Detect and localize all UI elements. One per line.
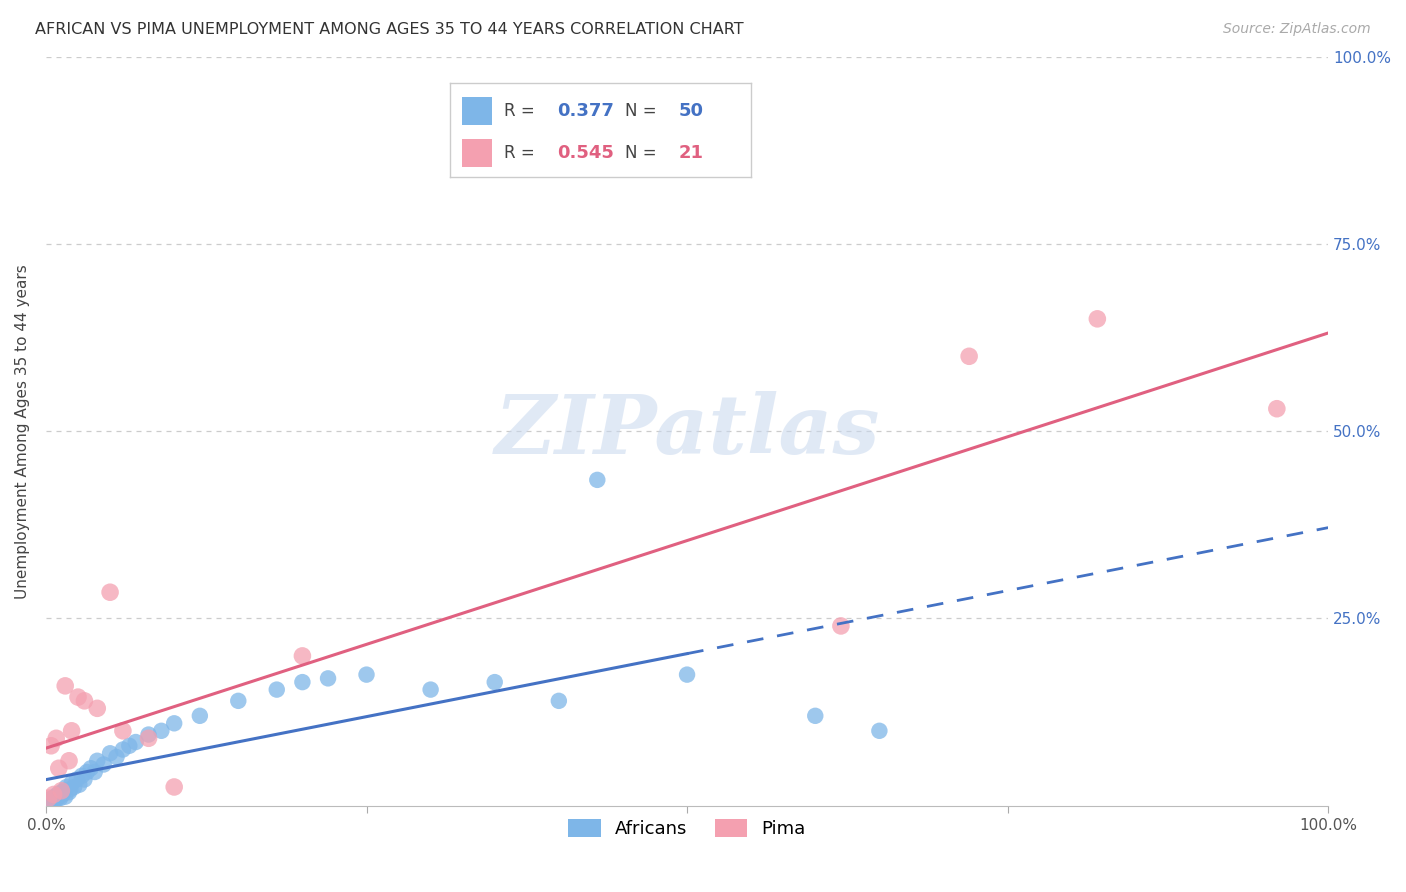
Point bbox=[93, 757, 115, 772]
Point bbox=[49, 791, 72, 805]
Point bbox=[150, 723, 173, 738]
Point bbox=[484, 675, 506, 690]
Point bbox=[111, 742, 134, 756]
Point bbox=[291, 648, 314, 663]
Point bbox=[66, 772, 89, 787]
Point bbox=[48, 789, 70, 804]
Point bbox=[419, 682, 441, 697]
Point bbox=[138, 731, 160, 746]
Point bbox=[118, 739, 141, 753]
Point bbox=[76, 764, 98, 779]
Y-axis label: Unemployment Among Ages 35 to 44 years: Unemployment Among Ages 35 to 44 years bbox=[15, 264, 30, 599]
Point bbox=[804, 708, 827, 723]
Point bbox=[37, 795, 59, 809]
Point bbox=[957, 349, 980, 363]
Point bbox=[63, 780, 86, 794]
Point bbox=[586, 473, 609, 487]
Point bbox=[53, 789, 76, 804]
Point bbox=[291, 675, 314, 690]
Point bbox=[60, 776, 83, 790]
Point bbox=[55, 780, 77, 794]
Text: ZIPatlas: ZIPatlas bbox=[495, 392, 880, 471]
Point bbox=[86, 754, 108, 768]
Legend: Africans, Pima: Africans, Pima bbox=[561, 812, 813, 846]
Point bbox=[316, 672, 339, 686]
Point bbox=[48, 761, 70, 775]
Point bbox=[46, 788, 69, 802]
Point bbox=[266, 682, 288, 697]
Point bbox=[66, 690, 89, 704]
Point bbox=[73, 694, 96, 708]
Point bbox=[125, 735, 148, 749]
Point bbox=[868, 723, 890, 738]
Point bbox=[52, 788, 75, 802]
Text: AFRICAN VS PIMA UNEMPLOYMENT AMONG AGES 35 TO 44 YEARS CORRELATION CHART: AFRICAN VS PIMA UNEMPLOYMENT AMONG AGES … bbox=[35, 22, 744, 37]
Point bbox=[39, 739, 62, 753]
Point bbox=[73, 772, 96, 787]
Point bbox=[45, 793, 67, 807]
Point bbox=[38, 797, 60, 811]
Point bbox=[45, 731, 67, 746]
Point bbox=[163, 716, 186, 731]
Point bbox=[356, 667, 378, 681]
Point bbox=[830, 619, 852, 633]
Point bbox=[105, 750, 128, 764]
Point bbox=[59, 782, 82, 797]
Point bbox=[42, 788, 65, 802]
Point bbox=[53, 679, 76, 693]
Point bbox=[58, 785, 80, 799]
Point bbox=[163, 780, 186, 794]
Point bbox=[44, 789, 66, 804]
Point bbox=[111, 723, 134, 738]
Point bbox=[51, 783, 73, 797]
Point bbox=[676, 667, 699, 681]
Point bbox=[67, 778, 90, 792]
Point bbox=[98, 585, 121, 599]
Point bbox=[138, 727, 160, 741]
Point bbox=[52, 783, 75, 797]
Point bbox=[60, 723, 83, 738]
Point bbox=[41, 791, 63, 805]
Point bbox=[80, 761, 103, 775]
Point bbox=[38, 793, 60, 807]
Point bbox=[98, 746, 121, 760]
Point bbox=[38, 791, 60, 805]
Point bbox=[1265, 401, 1288, 416]
Point bbox=[51, 785, 73, 799]
Point bbox=[547, 694, 569, 708]
Point bbox=[42, 795, 65, 809]
Point bbox=[226, 694, 249, 708]
Point bbox=[39, 793, 62, 807]
Point bbox=[188, 708, 211, 723]
Text: Source: ZipAtlas.com: Source: ZipAtlas.com bbox=[1223, 22, 1371, 37]
Point bbox=[1085, 311, 1108, 326]
Point bbox=[70, 769, 93, 783]
Point bbox=[86, 701, 108, 715]
Point bbox=[58, 754, 80, 768]
Point bbox=[83, 764, 105, 779]
